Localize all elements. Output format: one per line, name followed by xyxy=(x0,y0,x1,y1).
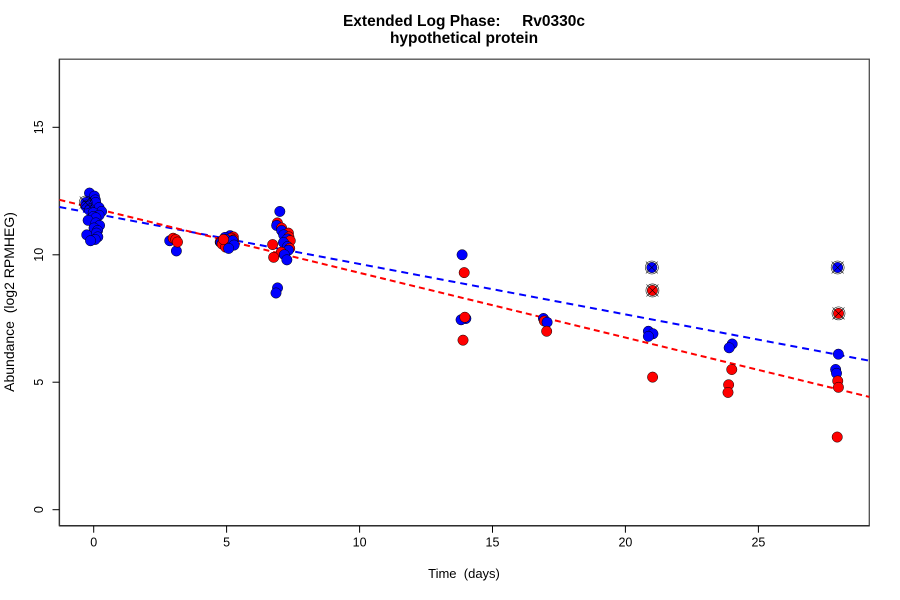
svg-text:5: 5 xyxy=(32,379,46,386)
svg-text:0: 0 xyxy=(90,536,97,550)
svg-text:5: 5 xyxy=(223,536,230,550)
svg-text:20: 20 xyxy=(618,536,632,550)
svg-text:10: 10 xyxy=(32,248,46,262)
svg-text:hypothetical protein: hypothetical protein xyxy=(390,30,538,47)
svg-text:25: 25 xyxy=(751,536,765,550)
svg-text:Abundance (log2 RPMHEG): Abundance (log2 RPMHEG) xyxy=(1,212,17,392)
svg-text:15: 15 xyxy=(486,536,500,550)
svg-text:15: 15 xyxy=(32,120,46,134)
svg-text:Extended Log Phase: Rv0330: Extended Log Phase: Rv0330c xyxy=(343,13,585,30)
svg-text:Time (days): Time (days) xyxy=(428,566,500,581)
svg-text:10: 10 xyxy=(353,536,367,550)
svg-text:0: 0 xyxy=(32,506,46,513)
